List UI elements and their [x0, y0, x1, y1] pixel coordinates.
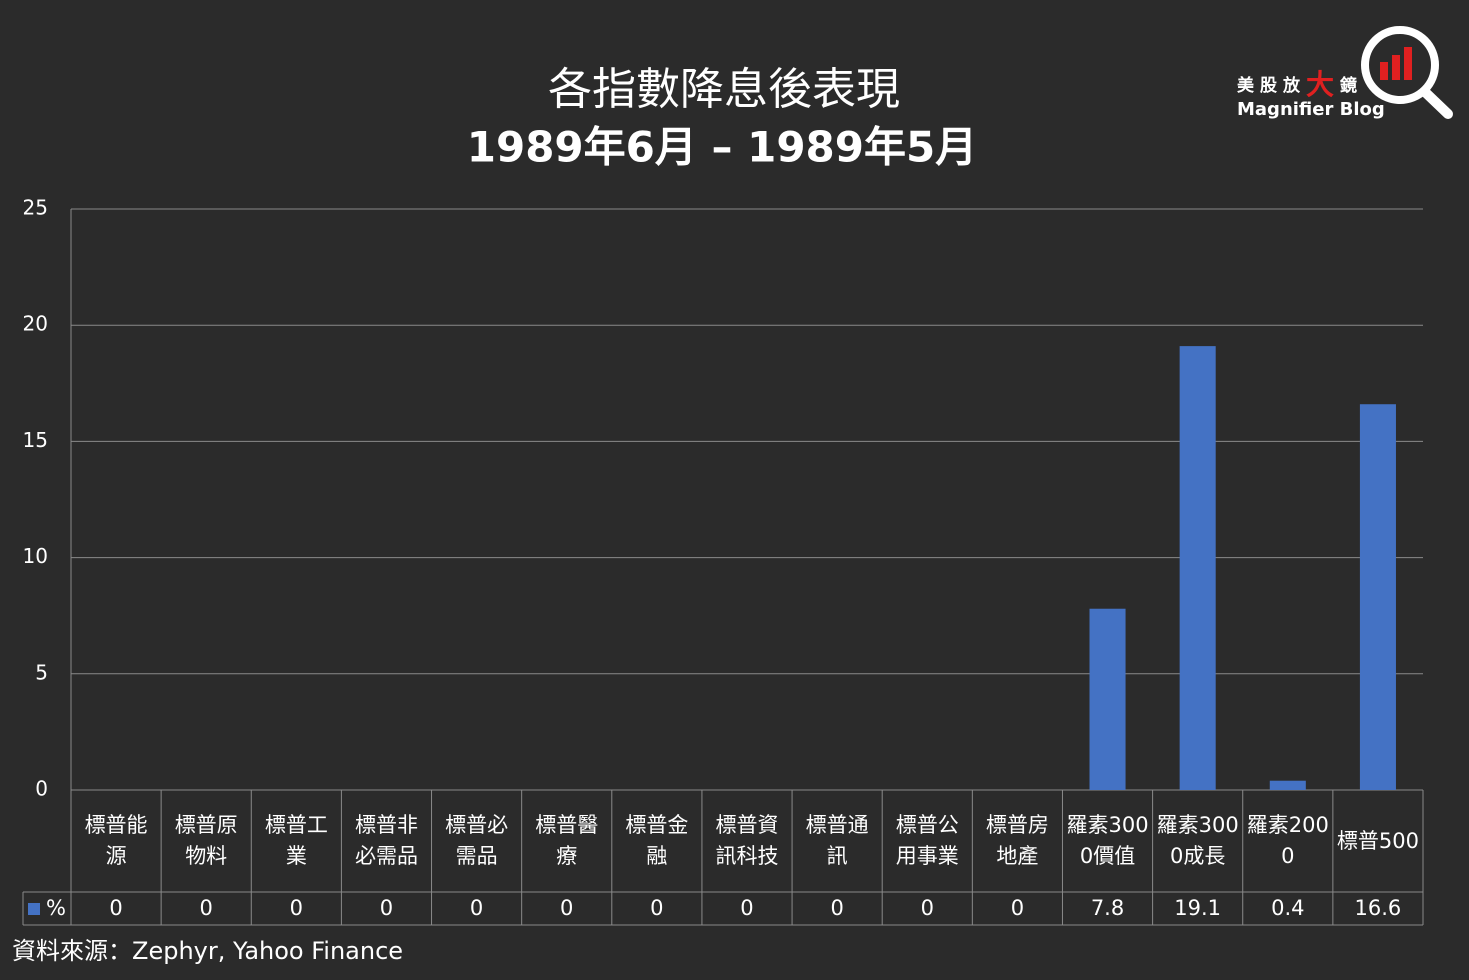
x-tick-label: 標普500 — [1336, 828, 1419, 853]
x-tick-label: 標普通訊 — [805, 813, 869, 868]
legend-entry: % — [23, 892, 71, 925]
logo-part: 鏡 — [1340, 75, 1363, 96]
x-tick-label: 標普非必需品 — [354, 813, 418, 868]
table-value: 7.8 — [1090, 896, 1125, 920]
x-tick-label: 標普公用事業 — [895, 813, 959, 868]
x-tick-label: 標普金融 — [625, 813, 689, 868]
x-tick-label: 標普醫療 — [535, 813, 599, 868]
chart-subtitle: 1989年6月 – 1989年5月 — [467, 123, 977, 172]
logo: 美股放大鏡 Magnifier Blog — [1237, 26, 1453, 120]
y-tick-label: 10 — [23, 544, 48, 568]
table-value: 16.6 — [1354, 896, 1402, 920]
legend-label: % — [46, 896, 66, 920]
y-tick-label: 15 — [23, 428, 48, 452]
logo-subtitle: Magnifier Blog — [1237, 99, 1385, 120]
x-tick-label: 羅素3000成長 — [1156, 813, 1239, 868]
bar — [1359, 404, 1396, 790]
chart-title: 各指數降息後表現 — [548, 64, 900, 115]
table-value: 0 — [830, 896, 844, 920]
table-value: 0 — [109, 896, 123, 920]
bar — [1269, 780, 1306, 790]
x-tick-label: 標普原物料 — [174, 813, 238, 868]
logo-text: 美股放大鏡 — [1237, 68, 1363, 101]
table-value: 0 — [289, 896, 304, 920]
x-tick-label: 標普必需品 — [445, 813, 509, 868]
table-value: 0.4 — [1271, 896, 1305, 920]
table-value: 0 — [469, 896, 484, 920]
table-value: 0 — [740, 896, 754, 920]
y-tick-label: 20 — [23, 312, 48, 336]
logo-icon — [1392, 55, 1400, 80]
source-note: 資料來源：Zephyr, Yahoo Finance — [12, 937, 403, 965]
logo-handle — [1420, 87, 1453, 119]
x-tick-label: 羅素3000價值 — [1066, 813, 1149, 868]
table-value: 19.1 — [1174, 896, 1222, 920]
table-value: 0 — [199, 896, 213, 920]
legend-swatch — [28, 902, 41, 915]
x-tick-label: 羅素2000 — [1246, 813, 1329, 868]
table-value: 0 — [650, 896, 664, 920]
y-tick-label: 5 — [35, 660, 48, 684]
logo-icon — [1380, 62, 1388, 80]
y-tick-label: 25 — [23, 196, 48, 220]
x-tick-label: 標普資訊科技 — [715, 813, 779, 868]
table-value: 0 — [1010, 896, 1025, 920]
x-tick-label: 標普能源 — [84, 813, 148, 868]
table-value: 0 — [560, 896, 574, 920]
bar — [1179, 346, 1216, 790]
y-tick-label: 0 — [35, 777, 48, 801]
logo-icon — [1404, 47, 1412, 80]
x-tick-label: 標普房地產 — [985, 813, 1049, 868]
logo-lens — [1361, 26, 1439, 104]
table-value: 0 — [920, 896, 934, 920]
x-tick-label: 標普工業 — [264, 813, 328, 868]
logo-part: 美股放 — [1237, 75, 1306, 96]
logo-part: 大 — [1306, 68, 1340, 101]
table-value: 0 — [379, 896, 394, 920]
bar — [1089, 608, 1126, 790]
